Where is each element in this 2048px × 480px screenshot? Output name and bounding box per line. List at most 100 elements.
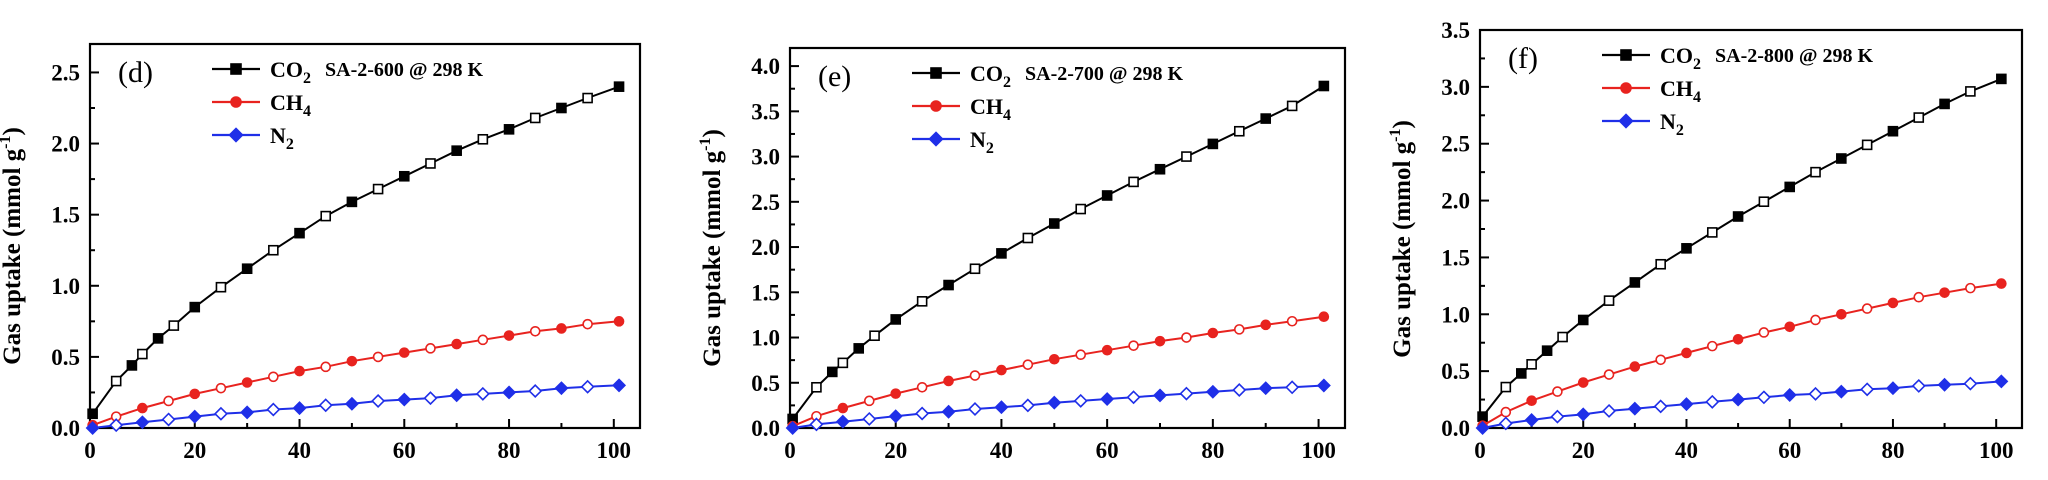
data-point [320,210,332,222]
series-co2 [787,80,1330,425]
series-n2 [1475,374,2009,435]
data-point [1101,344,1113,356]
data-point [1706,340,1718,352]
series-line [1482,282,2002,427]
data-point [996,364,1007,376]
x-tick-label: 0 [784,438,796,463]
data-point [1706,227,1718,238]
data-point [1996,73,2007,85]
data-point [126,360,138,371]
data-point [1022,232,1034,244]
data-point [1836,153,1847,164]
data-point [1286,100,1298,112]
data-point [85,421,100,435]
data-point [1576,407,1591,422]
data-point [475,386,490,401]
data-point [613,316,625,327]
y-tick-label: 4.0 [751,54,780,79]
x-tick-label: 40 [990,438,1013,463]
data-point [1101,190,1113,201]
y-tick-label: 2.0 [51,132,80,157]
condition-label: SA-2-700 @ 298 K [1025,63,1183,85]
series-line [92,320,620,427]
data-point [1233,125,1245,137]
x-tick-label: 60 [1778,438,1801,463]
data-point [1477,411,1488,422]
legend-label-co2: CO2 [970,61,1011,91]
y-tick-label: 2.5 [51,60,80,85]
data-point [135,415,150,430]
data-point [1075,349,1087,361]
data-point [1887,125,1899,137]
data-point [1550,409,1565,424]
series-n2 [785,378,1331,435]
data-point [1181,332,1192,343]
data-point [916,381,928,393]
series-ch4 [87,316,625,431]
data-point [1994,374,2009,389]
data-point [916,296,928,307]
y-tick-label: 0.5 [51,345,80,370]
data-point [1603,295,1615,306]
data-point [137,402,148,414]
data-point [1965,86,1976,97]
data-point [109,418,124,433]
data-point [1602,403,1617,418]
x-tick-label: 80 [498,438,521,463]
legend-label-ch4: CH4 [270,90,311,120]
data-point [1860,382,1875,397]
y-tick-label: 1.0 [1441,302,1470,327]
data-point [320,361,332,373]
data-point [398,347,410,358]
data-point [240,405,255,420]
data-point [890,388,902,399]
data-point [1681,243,1692,254]
data-point [1515,368,1527,379]
y-tick-label: 2.5 [1441,132,1470,157]
data-point [869,330,880,342]
data-point [371,393,386,408]
x-tick-label: 100 [1301,438,1336,463]
data-point [888,409,903,424]
data-point [1655,354,1666,366]
x-tick-label: 0 [84,438,96,463]
data-point [556,323,567,334]
y-tick-label: 0.0 [1441,416,1470,441]
data-point [110,375,122,387]
y-axis-title: Gas uptake (mmol g-1) [1387,120,1416,358]
legend-marker [930,67,942,79]
data-point [1541,345,1553,356]
panel-label: (d) [118,56,153,89]
data-point [266,402,281,417]
panel-label: (f) [1508,42,1538,75]
data-point [529,325,541,337]
data-point [1885,381,1900,396]
y-tick-label: 0.5 [751,371,780,396]
data-point [862,411,877,426]
plot-frame [1478,28,2024,430]
data-point [582,318,593,330]
data-point [189,301,201,313]
data-point [1603,369,1615,380]
data-point [969,263,981,275]
data-point [941,404,956,419]
data-point [1260,113,1272,124]
data-point [1705,394,1720,409]
x-tick-label: 40 [1675,438,1698,463]
y-tick-label: 3.0 [1441,75,1470,100]
data-point [451,145,462,156]
plot-frame [788,46,1347,430]
data-point [1653,399,1668,414]
data-point [1939,98,1950,110]
data-point [554,381,569,396]
data-point [968,402,982,416]
y-tick-label: 1.0 [51,274,80,299]
legend-label-n2: N2 [1660,109,1684,139]
series-co2 [1477,73,2007,422]
data-point [161,412,176,427]
data-point [1020,398,1035,413]
data-point [1526,359,1537,370]
data-point [1316,378,1331,393]
